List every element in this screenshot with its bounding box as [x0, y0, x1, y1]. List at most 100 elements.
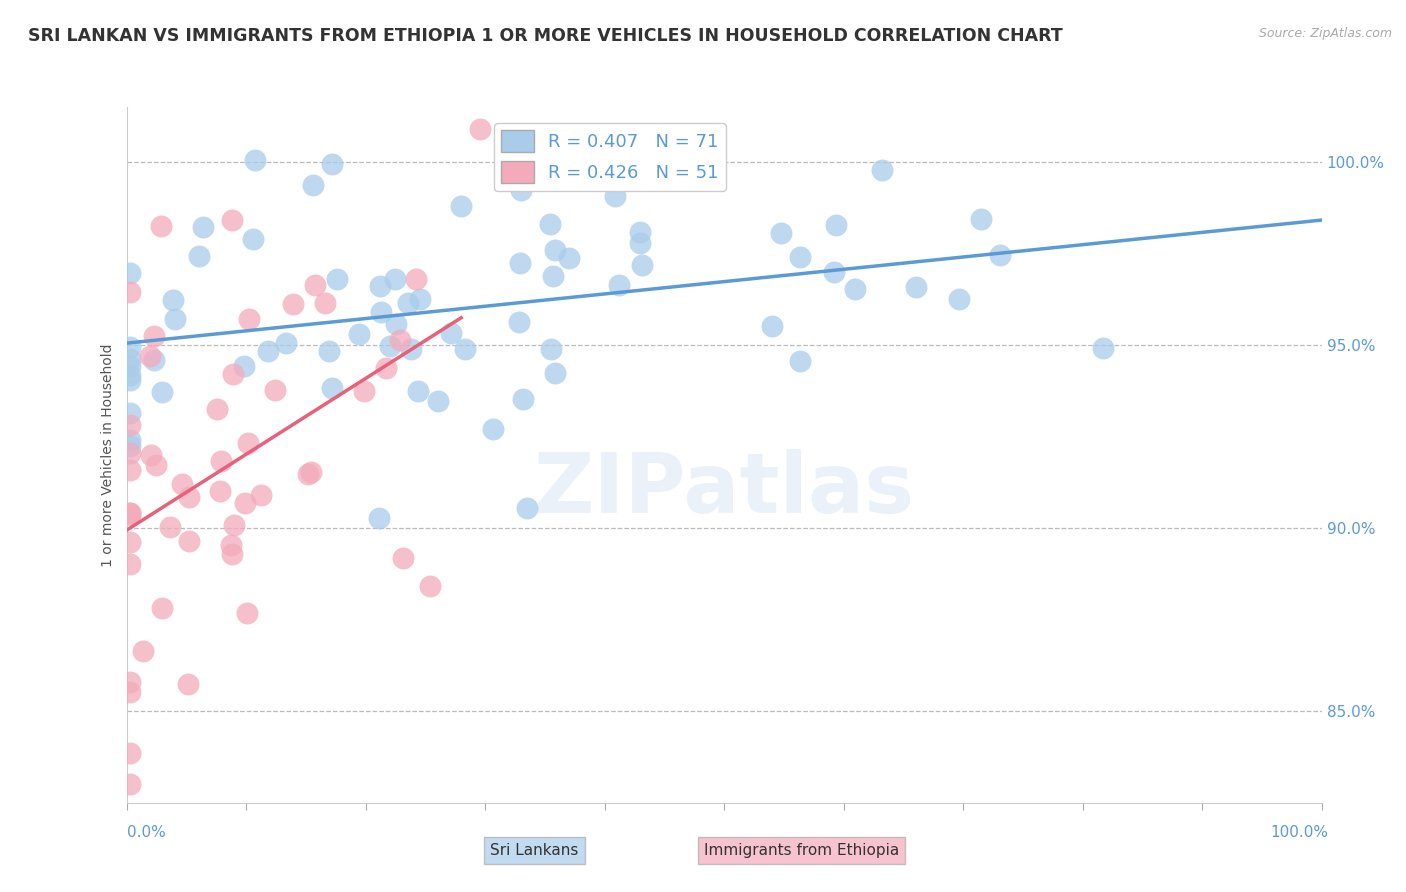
Point: [440, 326, 463, 340]
Point: [233, 496, 256, 510]
Point: [172, 477, 194, 491]
Point: [120, 746, 142, 760]
Point: [516, 500, 538, 515]
Point: [209, 453, 232, 467]
Text: SRI LANKAN VS IMMIGRANTS FROM ETHIOPIA 1 OR MORE VEHICLES IN HOUSEHOLD CORRELATI: SRI LANKAN VS IMMIGRANTS FROM ETHIOPIA 1…: [28, 27, 1063, 45]
Point: [399, 343, 422, 357]
Point: [297, 467, 319, 481]
Point: [120, 285, 142, 300]
Text: Sri Lankans: Sri Lankans: [491, 843, 578, 858]
Point: [120, 359, 142, 373]
Point: [789, 353, 811, 368]
Point: [538, 218, 561, 232]
Point: [353, 384, 375, 399]
Point: [238, 435, 260, 450]
Point: [143, 353, 166, 368]
Point: [162, 293, 184, 308]
Point: [482, 422, 505, 436]
Point: [605, 188, 627, 202]
Point: [207, 401, 229, 416]
Point: [191, 219, 214, 234]
Text: 0.0%: 0.0%: [127, 825, 166, 840]
Point: [120, 674, 142, 689]
Point: [392, 550, 415, 565]
Point: [120, 340, 142, 354]
Point: [138, 349, 160, 363]
Point: [970, 212, 993, 227]
Point: [301, 178, 323, 192]
Point: [769, 226, 792, 240]
Point: [543, 244, 565, 258]
Point: [349, 327, 371, 342]
Point: [631, 258, 654, 272]
Point: [370, 305, 392, 319]
Point: [120, 434, 142, 448]
Point: [236, 607, 259, 621]
Point: [321, 157, 343, 171]
Point: [150, 600, 173, 615]
Point: [904, 279, 927, 293]
Text: ZIPatlas: ZIPatlas: [534, 450, 914, 530]
Point: [374, 360, 396, 375]
Point: [238, 312, 260, 326]
Point: [120, 446, 142, 460]
Point: [142, 328, 165, 343]
Point: [150, 385, 173, 400]
Point: [385, 318, 408, 332]
Point: [318, 343, 340, 358]
Point: [558, 251, 581, 265]
Point: [468, 122, 491, 136]
Point: [761, 319, 783, 334]
Point: [120, 373, 142, 387]
Point: [823, 264, 845, 278]
Point: [384, 271, 406, 285]
Point: [120, 368, 142, 383]
Point: [120, 352, 142, 367]
Point: [222, 518, 245, 533]
Point: [609, 159, 631, 173]
Y-axis label: 1 or more Vehicles in Household: 1 or more Vehicles in Household: [101, 343, 115, 566]
Point: [988, 248, 1011, 262]
Point: [165, 312, 187, 326]
Point: [512, 392, 534, 407]
Point: [1092, 341, 1115, 355]
Point: [321, 381, 343, 395]
Point: [120, 508, 142, 522]
Point: [120, 506, 142, 520]
Point: [187, 249, 209, 263]
Point: [274, 336, 297, 351]
Point: [264, 384, 287, 398]
Point: [427, 393, 450, 408]
Text: Immigrants from Ethiopia: Immigrants from Ethiopia: [704, 843, 898, 858]
Point: [844, 282, 866, 296]
Point: [219, 538, 242, 552]
Point: [396, 295, 419, 310]
Point: [120, 777, 142, 791]
Point: [948, 293, 970, 307]
Point: [607, 278, 630, 293]
Point: [257, 344, 280, 359]
Point: [177, 490, 200, 504]
Legend: R = 0.407   N = 71, R = 0.426   N = 51: R = 0.407 N = 71, R = 0.426 N = 51: [494, 123, 725, 191]
Point: [221, 213, 243, 227]
Point: [368, 279, 391, 293]
Point: [209, 484, 232, 499]
Point: [509, 183, 531, 197]
Point: [120, 266, 142, 280]
Point: [388, 333, 411, 347]
Point: [120, 685, 142, 699]
Point: [120, 440, 142, 454]
Point: [408, 384, 430, 399]
Point: [132, 644, 155, 658]
Point: [221, 547, 243, 561]
Point: [299, 465, 322, 479]
Point: [150, 219, 173, 234]
Point: [628, 225, 651, 239]
Point: [509, 256, 531, 270]
Point: [159, 520, 181, 534]
Text: 100.0%: 100.0%: [1271, 825, 1329, 840]
Point: [242, 232, 264, 246]
Point: [120, 558, 142, 572]
Point: [541, 268, 564, 283]
Text: Source: ZipAtlas.com: Source: ZipAtlas.com: [1258, 27, 1392, 40]
